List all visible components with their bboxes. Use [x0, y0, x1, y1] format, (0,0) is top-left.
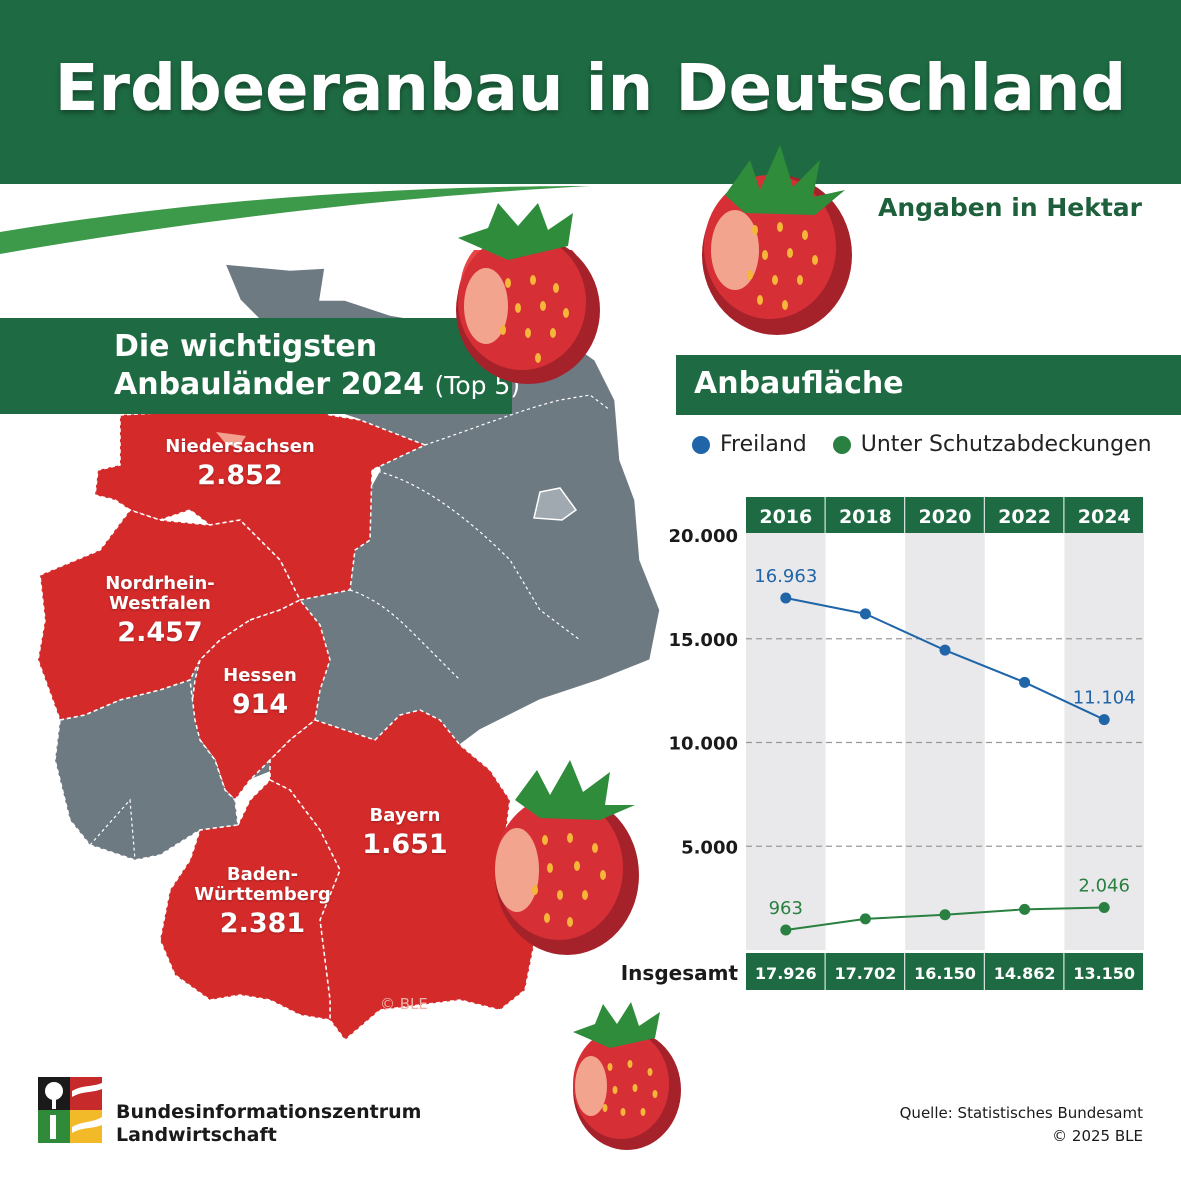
legend-dot-green-icon: [832, 435, 851, 454]
total-cell: [1064, 953, 1143, 990]
map-hessen: [189, 599, 331, 802]
legend-item-freiland: Freiland: [692, 432, 807, 457]
data-label: 963: [769, 898, 803, 919]
map-copyright: © BLE: [380, 995, 428, 1013]
year-header-cell: [984, 497, 1064, 533]
total-value: 13.150: [1073, 964, 1135, 983]
org-name: Bundesinformationszentrum Landwirtschaft: [116, 1101, 422, 1146]
total-value: 17.926: [755, 964, 817, 983]
data-point: [1019, 903, 1031, 915]
header-swoosh: [0, 184, 700, 260]
chart-title-banner: [676, 355, 1181, 415]
total-cell: [984, 953, 1064, 990]
data-point: [859, 608, 871, 620]
total-cell: [905, 953, 984, 990]
chart-column-shade: [1064, 530, 1144, 950]
map-baden-wuerttemberg: [159, 779, 341, 1021]
year-header-cell: [905, 497, 984, 533]
data-label: 2.046: [1078, 876, 1130, 897]
total-value: 14.862: [994, 964, 1056, 983]
map-niedersachsen: [94, 404, 427, 601]
chart-legend: Freiland Unter Schutzabdeckungen: [692, 432, 1178, 457]
total-value: 16.150: [914, 964, 976, 983]
unit-note: Angaben in Hektar: [878, 193, 1142, 222]
data-point: [939, 909, 951, 921]
map-bayern: [269, 709, 536, 1042]
year-header-cell: [825, 497, 905, 533]
header-banner: [0, 0, 1181, 184]
y-tick-label: 20.000: [669, 526, 738, 547]
data-point: [939, 644, 951, 656]
line-chart: 2016 2018 2020 2022 2024 20.000 15.000 10.000 5.…: [621, 497, 1144, 990]
label-hessen: Hessen 914: [223, 665, 297, 721]
data-point: [780, 592, 792, 604]
strawberry-icon-bottom: [573, 1002, 681, 1150]
chart-title: Anbaufläche: [694, 366, 904, 401]
label-baden-wuerttemberg: Baden- Württemberg 2.381: [194, 864, 331, 940]
data-point: [780, 924, 792, 936]
page-title: Erdbeeranbau in Deutschland: [54, 52, 1127, 126]
y-tick-label: 5.000: [681, 837, 738, 858]
year-label: 2020: [919, 506, 972, 528]
data-point: [1019, 676, 1031, 688]
strawberry-icon-top-right: [702, 145, 852, 335]
y-tick-label: 10.000: [669, 734, 738, 755]
total-cell: [746, 953, 825, 990]
label-niedersachsen: Niedersachsen 2.852: [165, 436, 315, 492]
year-label: 2018: [839, 506, 892, 528]
label-nrw: Nordrhein- Westfalen 2.457: [105, 573, 215, 649]
data-point: [1098, 902, 1110, 914]
strawberry-icon-middle: [495, 760, 639, 955]
total-value: 17.702: [835, 964, 897, 983]
year-header-cell: [1064, 497, 1143, 533]
label-bayern: Bayern 1.651: [362, 805, 448, 861]
source-note: Quelle: Statistisches Bundesamt © 2025 B…: [899, 1104, 1143, 1145]
total-cell: [825, 953, 905, 990]
top5-title: Die wichtigsten Anbauländer 2024 (Top 5): [114, 329, 521, 402]
strawberry-icon-map: [456, 203, 600, 384]
top5-banner: [0, 318, 512, 414]
data-label: 11.104: [1073, 688, 1136, 709]
y-tick-label: 15.000: [669, 630, 738, 651]
legend-item-schutz: Unter Schutzabdeckungen: [832, 432, 1152, 457]
total-row-label: Insgesamt: [621, 961, 739, 985]
data-point: [859, 913, 871, 925]
year-label: 2024: [1078, 506, 1131, 528]
data-label: 16.963: [754, 566, 817, 587]
year-header-cell: [746, 497, 825, 533]
legend-dot-blue-icon: [692, 435, 710, 454]
chart-column-shade: [905, 530, 985, 950]
bzl-logo-icon: [38, 1077, 102, 1143]
data-point: [1098, 714, 1110, 726]
year-label: 2016: [759, 506, 812, 528]
year-label: 2022: [998, 506, 1051, 528]
